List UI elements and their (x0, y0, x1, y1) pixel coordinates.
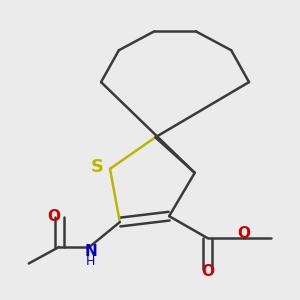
Text: O: O (201, 264, 214, 279)
Text: S: S (90, 158, 103, 176)
Text: H: H (86, 255, 95, 268)
Text: O: O (237, 226, 250, 242)
Text: N: N (84, 244, 97, 259)
Text: O: O (47, 209, 60, 224)
